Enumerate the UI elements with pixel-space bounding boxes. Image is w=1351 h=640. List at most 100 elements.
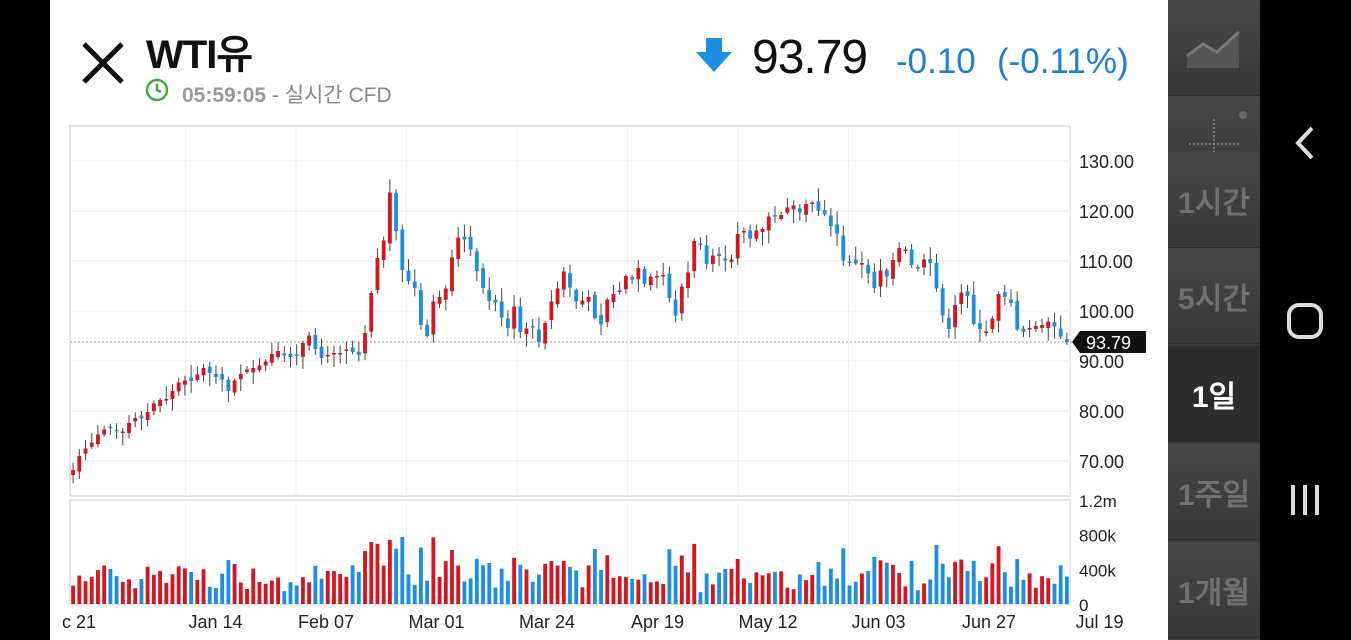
candle-body [897,248,902,263]
volume-bar [1052,583,1057,604]
candle-body [878,270,883,287]
volume-bar [760,575,765,604]
candle-body [332,353,336,355]
price-chart[interactable]: 130.00 120.00 110.00 100.00 90.00 80.00 70.00 9… [50,0,1168,640]
price-change: -0.10 [896,42,976,81]
interval-1d-button[interactable]: 1일 [1168,346,1260,442]
candle-body [387,192,392,244]
volume-bar [319,578,324,604]
volume-bar [710,584,715,604]
volume-bar [667,549,672,604]
candle-body [524,328,529,335]
candle-body [431,301,436,335]
date-tick-label: Feb 07 [298,612,354,632]
candle-body [319,346,324,358]
volume-bar [729,568,734,604]
candle-body [158,400,162,406]
volume-bar [182,568,187,604]
volume-bar [537,574,541,604]
candle-body [953,305,958,328]
candle-body [990,318,995,329]
candle-body [77,456,82,472]
back-chevron-icon[interactable] [1280,118,1330,168]
volume-bar [462,581,467,604]
candle-body [735,234,740,259]
interval-5h-button[interactable]: 5시간 [1168,248,1260,344]
volume-bar [425,580,430,604]
volume-bar [791,589,796,604]
candle-body [512,306,517,329]
date-tick-label: Apr 19 [631,612,684,632]
candle-body [636,268,641,280]
candle-body [934,262,939,289]
volume-bar [499,568,504,604]
candle-body [617,290,622,292]
volume-bar [866,570,871,604]
candle-body [257,365,262,371]
volume-bar [673,565,678,604]
candle-body [661,275,666,277]
close-icon[interactable] [80,40,126,86]
volume-tick-label: 800k [1079,527,1116,546]
current-price-label: 93.79 [1086,333,1131,353]
candle-body [884,269,889,277]
volume-bar [1064,576,1069,604]
candle-body [108,426,113,429]
candle-body [797,208,802,213]
price-change-percent: (-0.11%) [997,42,1129,81]
volume-bar [96,570,100,604]
candle-body [704,245,709,264]
volume-bar [773,571,777,604]
candle-body [468,236,473,250]
volume-bar [841,548,846,604]
candle-body [406,270,411,281]
volume-bar [636,579,641,604]
candle-body [83,448,88,454]
candle-body [487,290,492,301]
candle-body [592,294,597,318]
candle-body [537,329,541,342]
candle-body [984,331,989,333]
interval-1w-button[interactable]: 1주일 [1168,444,1260,540]
interval-1mo-button[interactable]: 1개월 [1168,542,1260,638]
candle-body [214,373,218,377]
volume-bar [108,569,113,604]
chart-type-button[interactable] [1168,0,1260,96]
candle-body [369,293,374,332]
candle-body [450,257,454,292]
volume-bar [884,562,889,604]
interval-1h-button[interactable]: 1시간 [1168,152,1260,248]
volume-bar [1058,565,1063,604]
volume-bar [878,560,883,604]
candle-body [238,374,243,380]
candle-body [462,236,467,240]
candle-body [760,229,765,233]
candle-body [822,210,827,215]
candle-body [294,354,299,356]
volume-bar [990,563,995,604]
candle-body [400,229,405,270]
volume-bar [978,581,982,604]
candle-body [940,288,945,316]
volume-bar [586,565,591,604]
volume-bar [996,546,1001,604]
candle-body [853,259,858,264]
volume-bar [934,544,939,604]
candle-body [232,380,237,393]
volume-bar [903,586,908,604]
price-tick-label: 70.00 [1079,452,1124,472]
volume-bar [356,571,361,604]
recents-icon[interactable] [1280,475,1330,525]
volume-bar [810,574,815,604]
candle-body [561,271,566,290]
system-navigation-bar [1260,0,1351,640]
volume-bar [822,585,827,604]
volume-bar [158,570,162,604]
candle-body [505,318,510,328]
candle-body [710,255,715,265]
candle-body [692,241,697,272]
volume-bar [276,577,280,604]
candle-body [338,353,343,355]
home-icon[interactable] [1280,296,1330,346]
volume-bar [195,579,200,604]
